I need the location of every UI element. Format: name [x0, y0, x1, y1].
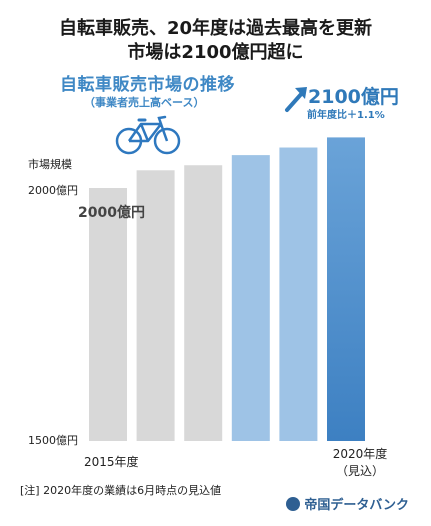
- brand: 帝国データバンク: [286, 494, 409, 513]
- chart-subtitle-paren: （事業者売上高ベース）: [84, 96, 205, 109]
- bar-2015年度: [89, 188, 127, 441]
- bar-2020年度: [327, 137, 365, 441]
- y-axis-label: 市場規模: [28, 158, 72, 171]
- brand-logo-icon: [286, 496, 301, 511]
- bar-2016年度: [136, 170, 175, 442]
- x-label-last-note: （見込）: [335, 464, 384, 478]
- y-tick-2000: 2000億円: [28, 184, 78, 197]
- footnote: [注] 2020年度の業績は6月時点の見込値: [20, 484, 222, 497]
- title-line-1: 自転車販売、20年度は過去最高を更新: [58, 18, 373, 39]
- x-label-last: 2020年度 （見込）: [320, 446, 400, 480]
- headline-value: 2100億円: [308, 86, 399, 108]
- x-label-first: 2015年度: [84, 455, 139, 469]
- first-bar-value-label: 2000億円: [78, 205, 145, 221]
- x-label-last-year: 2020年度: [332, 447, 388, 461]
- title-line-2: 市場は2100億円超に: [127, 42, 304, 63]
- bar-2018年度: [231, 155, 270, 442]
- y-tick-1500: 1500億円: [28, 434, 78, 447]
- bar-2019年度: [279, 147, 318, 441]
- bicycle-icon: [115, 115, 181, 155]
- brand-name: 帝国データバンク: [304, 498, 409, 513]
- headline-sub: 前年度比＋1.1%: [307, 110, 385, 121]
- bar-2017年度: [184, 165, 223, 442]
- chart-subtitle: 自転車販売市場の推移: [60, 75, 235, 95]
- up-arrow-icon: [285, 87, 307, 112]
